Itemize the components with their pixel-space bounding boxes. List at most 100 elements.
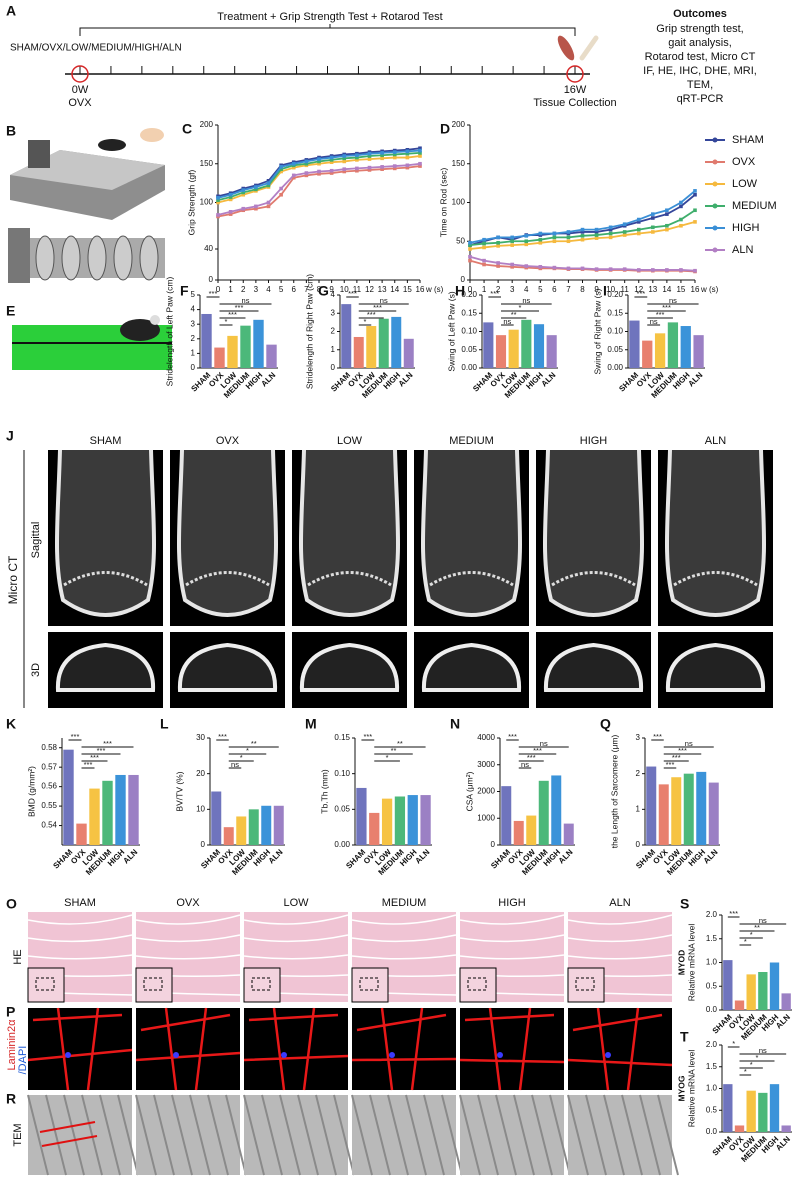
if-image (28, 1008, 132, 1090)
tem-band (351, 1094, 373, 1176)
significance-label: * (240, 753, 243, 762)
point (266, 183, 271, 188)
outcome-item: IF, HE, IHC, DHE, MRI, (643, 65, 757, 77)
he-fiber (351, 914, 457, 925)
bar (378, 318, 389, 368)
point (482, 258, 486, 263)
bar (253, 319, 264, 368)
point (636, 268, 641, 272)
y-tick-label: 0.5 (706, 981, 718, 990)
point (241, 192, 246, 197)
significance-label: * (364, 317, 367, 326)
tem-band (459, 1094, 481, 1176)
bone-outline (420, 449, 523, 617)
panel-label: M (305, 716, 317, 732)
tem-band (477, 1094, 499, 1176)
y-tick-label: 1.0 (706, 958, 718, 967)
x-tick-label: 6 (552, 285, 557, 294)
bar (642, 340, 653, 368)
outcomes: Grip strength test, gait analysis, Rotarod… (643, 23, 757, 105)
point (636, 217, 641, 222)
significance-label: ns (759, 916, 767, 925)
wheel (113, 235, 133, 281)
x-tick-label: 11 (353, 285, 362, 294)
panel-label: N (450, 716, 460, 732)
bar (128, 774, 139, 845)
point (538, 265, 543, 269)
point (538, 231, 543, 236)
if-membrane (135, 1007, 241, 1091)
x-tick-label: 13 (378, 285, 387, 294)
legend-marker (712, 159, 718, 165)
y-tick-label: 4000 (477, 733, 495, 742)
bar (769, 1084, 780, 1132)
point (355, 168, 359, 173)
gene-label: MYOD (676, 950, 686, 976)
point (367, 157, 372, 161)
x-tick-label: 8 (317, 285, 322, 294)
bar (214, 347, 225, 368)
bar (533, 324, 545, 368)
tem-band (297, 1094, 319, 1176)
panel-label: F (180, 283, 189, 299)
panel-label: I (603, 283, 607, 299)
row-label: Sagittal (30, 522, 42, 559)
x-tick-label: 14 (662, 285, 671, 294)
point (580, 237, 585, 242)
y-tick-label: 0.58 (41, 743, 57, 752)
significance-label: * (756, 1053, 759, 1062)
tem-band (207, 1094, 229, 1176)
wheel (61, 235, 81, 281)
y-tick-label: 0.15 (334, 733, 350, 742)
bar (769, 962, 780, 1010)
column-label: ALN (609, 897, 630, 909)
tem-band (585, 1094, 607, 1176)
end-event: Tissue Collection (533, 97, 616, 109)
column-label: SHAM (64, 897, 96, 909)
row-label: /DAPI (17, 1046, 29, 1075)
bar (680, 326, 691, 368)
y-tick-label: 100 (200, 198, 214, 207)
bar (526, 815, 537, 845)
point (468, 254, 472, 259)
tem-band (513, 1094, 535, 1176)
y-tick-label: 200 (452, 120, 466, 129)
y-tick-label: 2 (331, 327, 336, 336)
point (594, 227, 599, 232)
tem-band (405, 1094, 427, 1176)
tem-band (81, 1094, 103, 1176)
tem-band (27, 1094, 49, 1176)
y-tick-label: 1.5 (706, 934, 718, 943)
column-label: LOW (283, 897, 309, 909)
significance-label: * (750, 930, 753, 939)
x-tick-label: 15 (403, 285, 412, 294)
point (552, 239, 557, 244)
significance-label: *** (90, 753, 99, 762)
x-axis-label: w (s) (700, 285, 719, 294)
significance-label: * (519, 303, 522, 312)
point (216, 213, 220, 217)
significance-label: *** (490, 289, 499, 298)
he-fiber (243, 954, 349, 960)
y-tick-label: 5 (191, 290, 196, 299)
point (622, 233, 627, 237)
significance-label: ns (231, 760, 239, 769)
bone-outline (54, 449, 157, 617)
if-image (460, 1008, 564, 1090)
bar (538, 780, 549, 845)
bar (273, 805, 284, 845)
point (392, 155, 397, 160)
y-tick-label: 0.05 (461, 345, 477, 354)
point (608, 227, 613, 232)
y-tick-label: 3 (191, 319, 196, 328)
x-tick-label: 12 (634, 285, 643, 294)
x-tick-label: 10 (606, 285, 615, 294)
y-tick-label: 0.15 (607, 308, 623, 317)
legend-label: HIGH (732, 222, 760, 234)
x-tick-label: 10 (340, 285, 349, 294)
column-label: HIGH (580, 435, 608, 447)
if-membrane (567, 1007, 673, 1091)
point (594, 233, 599, 237)
